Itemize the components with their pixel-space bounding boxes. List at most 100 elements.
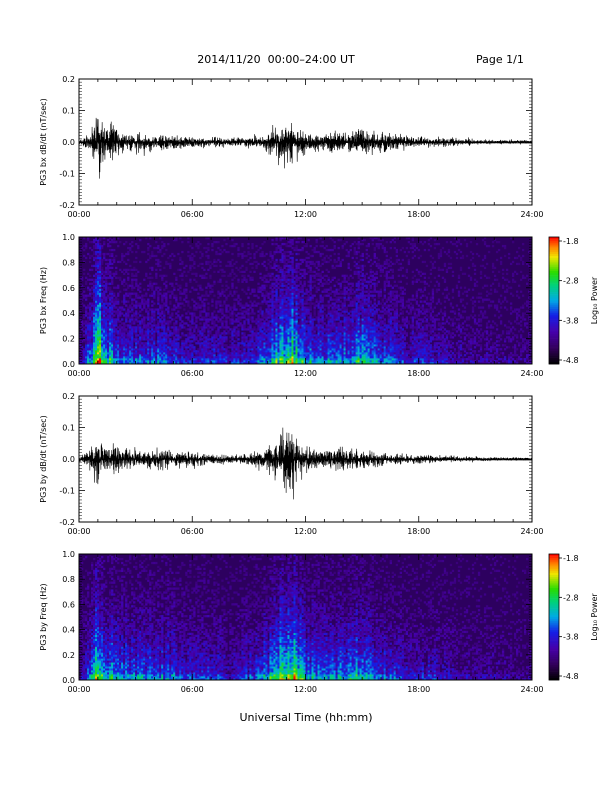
heatmap-cell [277, 328, 280, 331]
heatmap-cell [141, 294, 144, 297]
heatmap-cell [209, 260, 212, 264]
heatmap-cell [281, 302, 284, 305]
heatmap-cell [83, 340, 86, 343]
heatmap-cell [253, 336, 256, 339]
heatmap-cell [313, 336, 316, 339]
heatmap-cell [237, 246, 240, 250]
heatmap-cell [325, 316, 328, 319]
heatmap-cell [309, 354, 312, 357]
heatmap-cell [283, 302, 286, 305]
heatmap-cell [193, 362, 196, 365]
heatmap-cell [213, 310, 216, 313]
heatmap-cell [283, 354, 286, 357]
heatmap-cell [187, 350, 190, 353]
heatmap-cell [289, 274, 292, 277]
heatmap-cell [303, 306, 306, 309]
heatmap-cell [263, 298, 266, 301]
heatmap-cell [111, 334, 114, 337]
heatmap-cell [157, 348, 160, 351]
heatmap-cell [103, 284, 106, 287]
heatmap-cell [111, 266, 114, 270]
heatmap-cell [261, 360, 264, 363]
heatmap-cell [163, 320, 166, 323]
heatmap-cell [131, 250, 134, 254]
heatmap-cell [101, 350, 104, 353]
heatmap-cell [187, 360, 190, 363]
heatmap-cell [113, 326, 116, 329]
heatmap-cell [149, 342, 152, 345]
heatmap-cell [221, 322, 224, 325]
heatmap-cell [267, 294, 270, 297]
heatmap-cell [185, 344, 188, 347]
heatmap-cell [269, 264, 272, 268]
heatmap-cell [211, 262, 214, 266]
heatmap-cell [189, 256, 192, 260]
heatmap-cell [121, 328, 124, 331]
heatmap-cell [123, 284, 126, 287]
heatmap-cell [133, 352, 136, 355]
heatmap-cell [111, 330, 114, 333]
heatmap-cell [317, 314, 320, 317]
heatmap-cell [269, 310, 272, 313]
heatmap-cell [311, 316, 314, 319]
heatmap-cell [85, 354, 88, 357]
heatmap-cell [301, 350, 304, 353]
heatmap-cell [117, 310, 120, 313]
heatmap-cell [279, 266, 282, 270]
heatmap-cell [305, 350, 308, 353]
heatmap-cell [227, 304, 230, 307]
heatmap-cell [277, 312, 280, 315]
heatmap-cell [291, 270, 294, 274]
heatmap-cell [293, 344, 296, 347]
heatmap-cell [239, 318, 242, 321]
heatmap-cell [117, 314, 120, 317]
heatmap-cell [335, 316, 338, 319]
heatmap-cell [173, 254, 176, 258]
heatmap-cell [269, 300, 272, 303]
heatmap-cell [111, 258, 114, 262]
heatmap-cell [201, 332, 204, 335]
heatmap-cell [143, 324, 146, 327]
heatmap-cell [155, 272, 158, 275]
heatmap-cell [301, 316, 304, 319]
heatmap-cell [207, 346, 210, 349]
heatmap-cell [97, 348, 100, 351]
heatmap-cell [131, 340, 134, 343]
heatmap-cell [113, 346, 116, 349]
heatmap-cell [157, 290, 160, 293]
heatmap-cell [289, 358, 292, 361]
heatmap-cell [107, 252, 110, 256]
heatmap-cell [97, 346, 100, 349]
heatmap-cell [225, 356, 228, 359]
heatmap-cell [315, 348, 318, 351]
heatmap-cell [321, 328, 324, 331]
heatmap-cell [91, 354, 94, 357]
heatmap-cell [169, 330, 172, 333]
heatmap-cell [109, 248, 112, 252]
heatmap-cell [215, 264, 218, 268]
heatmap-cell [265, 362, 268, 365]
heatmap-cell [335, 264, 338, 268]
heatmap-cell [259, 358, 262, 361]
heatmap-cell [199, 358, 202, 361]
heatmap-cell [91, 302, 94, 305]
heatmap-cell [281, 256, 284, 260]
heatmap-cell [161, 296, 164, 299]
heatmap-cell [169, 340, 172, 343]
heatmap-cell [103, 276, 106, 279]
heatmap-cell [295, 334, 298, 337]
heatmap-cell [171, 346, 174, 349]
heatmap-cell [161, 306, 164, 309]
heatmap-cell [225, 320, 228, 323]
heatmap-cell [123, 338, 126, 341]
heatmap-cell [117, 292, 120, 295]
heatmap-cell [107, 270, 110, 274]
heatmap-cell [83, 350, 86, 353]
heatmap-cell [281, 338, 284, 341]
heatmap-cell [101, 288, 104, 291]
heatmap-cell [95, 290, 98, 293]
heatmap-cell [139, 344, 142, 347]
heatmap-cell [213, 340, 216, 343]
heatmap-cell [271, 300, 274, 303]
heatmap-cell [109, 344, 112, 347]
